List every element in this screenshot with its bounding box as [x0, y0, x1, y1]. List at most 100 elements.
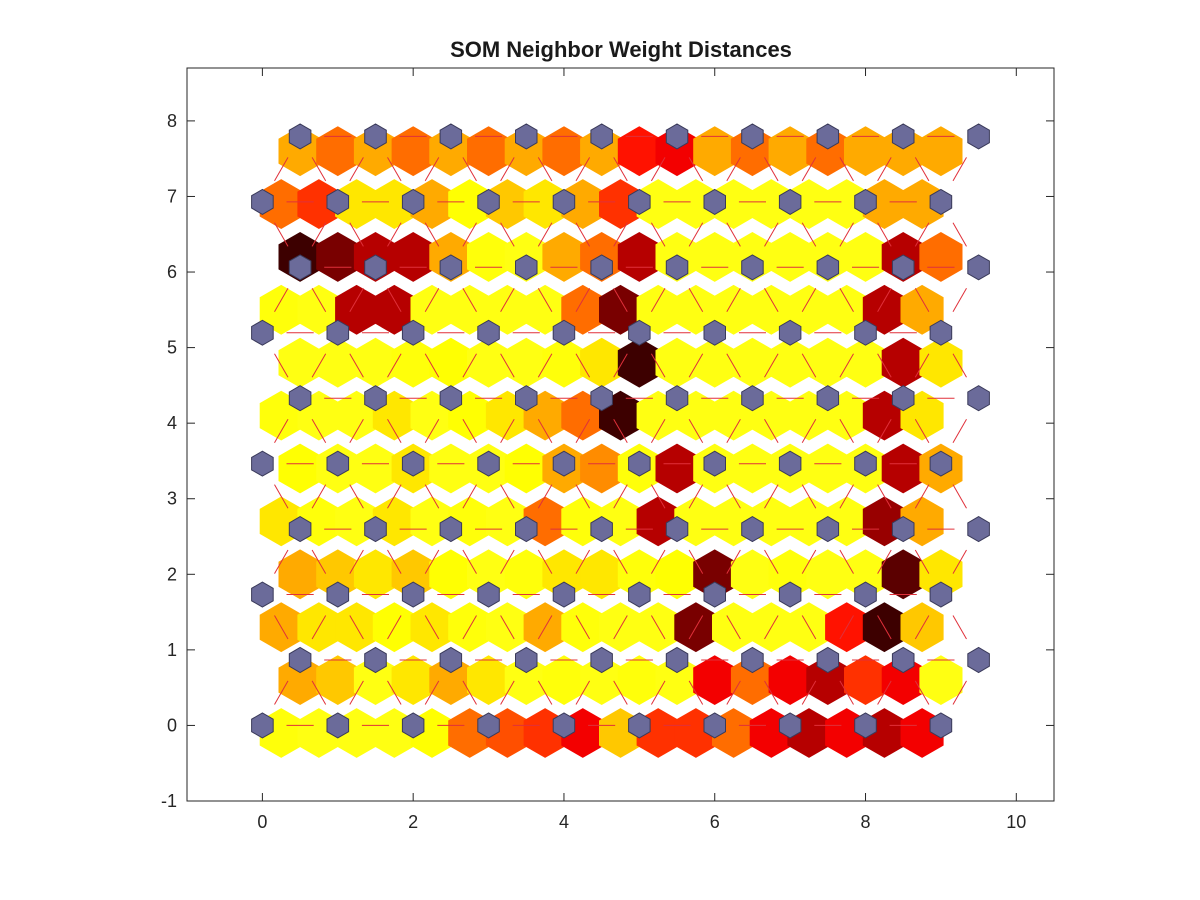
- distance-cell: [542, 232, 586, 282]
- distance-cell: [919, 337, 963, 388]
- neighbor-connection: [575, 680, 591, 705]
- neuron: [778, 712, 802, 739]
- neighbor-connection: [650, 157, 666, 182]
- distance-cell: [617, 232, 661, 282]
- distance-cell: [919, 655, 963, 705]
- y-axis: -1 0 1 2 3 4 5 6 7 8: [161, 111, 1054, 811]
- neuron: [741, 516, 764, 543]
- neighbor-connection: [952, 288, 967, 313]
- neuron: [703, 188, 726, 215]
- neuron: [816, 254, 840, 281]
- distance-cell: [806, 443, 850, 494]
- neighbor-connection: [462, 680, 477, 705]
- neuron: [552, 319, 576, 346]
- neuron: [854, 581, 877, 608]
- neighbor-connection: [462, 549, 477, 574]
- distance-cell: [768, 655, 812, 705]
- distance-cell: [768, 549, 812, 600]
- neuron: [251, 581, 274, 608]
- neighbor-connection: [801, 157, 817, 182]
- distance-cell: [674, 179, 718, 229]
- neighbor-connection: [387, 418, 402, 443]
- neighbor-connection: [274, 222, 289, 247]
- neighbor-connection: [462, 222, 477, 247]
- neighbor-connection: [650, 680, 666, 705]
- neuron: [288, 123, 312, 150]
- neighbor-connection: [349, 549, 364, 574]
- distance-cell: [787, 284, 831, 335]
- distance-cell: [504, 443, 548, 494]
- neuron: [816, 385, 840, 412]
- neighbor-connection: [500, 549, 515, 574]
- neighbor-connection: [650, 615, 666, 640]
- distance-cell: [862, 284, 906, 335]
- neighbor-connection: [801, 484, 817, 509]
- neighbor-connection: [688, 484, 704, 509]
- neighbor-connections: [274, 135, 967, 726]
- neighbor-connection: [764, 549, 779, 574]
- neuron: [364, 646, 387, 674]
- neighbor-connection: [274, 353, 289, 378]
- neighbor-connection: [726, 353, 741, 378]
- neighbor-connection: [613, 615, 628, 640]
- neighbor-connection: [311, 222, 327, 247]
- plot-frame: [186, 67, 1055, 802]
- distance-cell: [410, 284, 454, 335]
- distance-cell: [730, 443, 774, 494]
- neighbor-connection: [877, 353, 892, 378]
- neighbor-connection: [500, 615, 515, 640]
- neighbor-connection: [613, 353, 628, 378]
- neuron: [665, 254, 689, 281]
- neighbor-connection: [839, 680, 854, 705]
- distance-cell: [693, 655, 737, 705]
- neuron: [628, 712, 651, 739]
- neuron: [665, 646, 689, 674]
- neighbor-connection: [537, 484, 553, 509]
- distance-cell: [806, 549, 850, 600]
- y-tick-label: 0: [167, 715, 177, 735]
- neuron: [552, 581, 576, 608]
- neuron: [251, 712, 274, 739]
- neighbor-connection: [801, 418, 817, 443]
- neuron: [891, 516, 915, 543]
- neighbor-connection: [877, 157, 892, 182]
- neighbor-connection: [500, 288, 515, 313]
- neighbor-connection: [764, 353, 779, 378]
- distance-cell: [542, 655, 586, 705]
- neuron: [929, 581, 953, 608]
- neuron: [590, 516, 613, 543]
- y-tick-label: 2: [167, 564, 177, 584]
- neuron: [326, 712, 350, 739]
- neighbor-connection: [613, 288, 628, 313]
- distance-cell: [655, 443, 699, 494]
- neuron: [891, 646, 915, 674]
- distance-cell: [316, 232, 360, 282]
- neuron: [288, 646, 312, 674]
- neuron: [515, 385, 538, 412]
- neighbor-connection: [726, 157, 741, 182]
- neighbor-connection: [839, 353, 854, 378]
- neighbor-connection: [311, 418, 327, 443]
- distance-cell: [467, 126, 511, 177]
- distance-cell: [429, 337, 473, 388]
- neuron: [552, 450, 576, 477]
- distance-cell: [806, 337, 850, 388]
- neighbor-connection: [952, 353, 967, 378]
- distance-cell: [561, 179, 605, 229]
- y-tick-label: 3: [167, 489, 177, 509]
- neuron: [967, 123, 990, 150]
- neighbor-connection: [688, 615, 704, 640]
- neighbor-connection: [274, 157, 289, 182]
- neighbor-connection: [914, 484, 930, 509]
- distance-cell: [335, 179, 379, 229]
- neighbor-connection: [387, 353, 402, 378]
- neighbor-connection: [613, 157, 628, 182]
- neighbor-connection: [914, 680, 930, 705]
- neuron: [515, 516, 538, 543]
- distance-cell: [429, 655, 473, 705]
- distance-cell: [542, 549, 586, 600]
- neighbor-connection: [349, 157, 364, 182]
- distance-cell: [674, 284, 718, 335]
- neighbor-connection: [914, 157, 930, 182]
- neighbor-connection: [801, 549, 817, 574]
